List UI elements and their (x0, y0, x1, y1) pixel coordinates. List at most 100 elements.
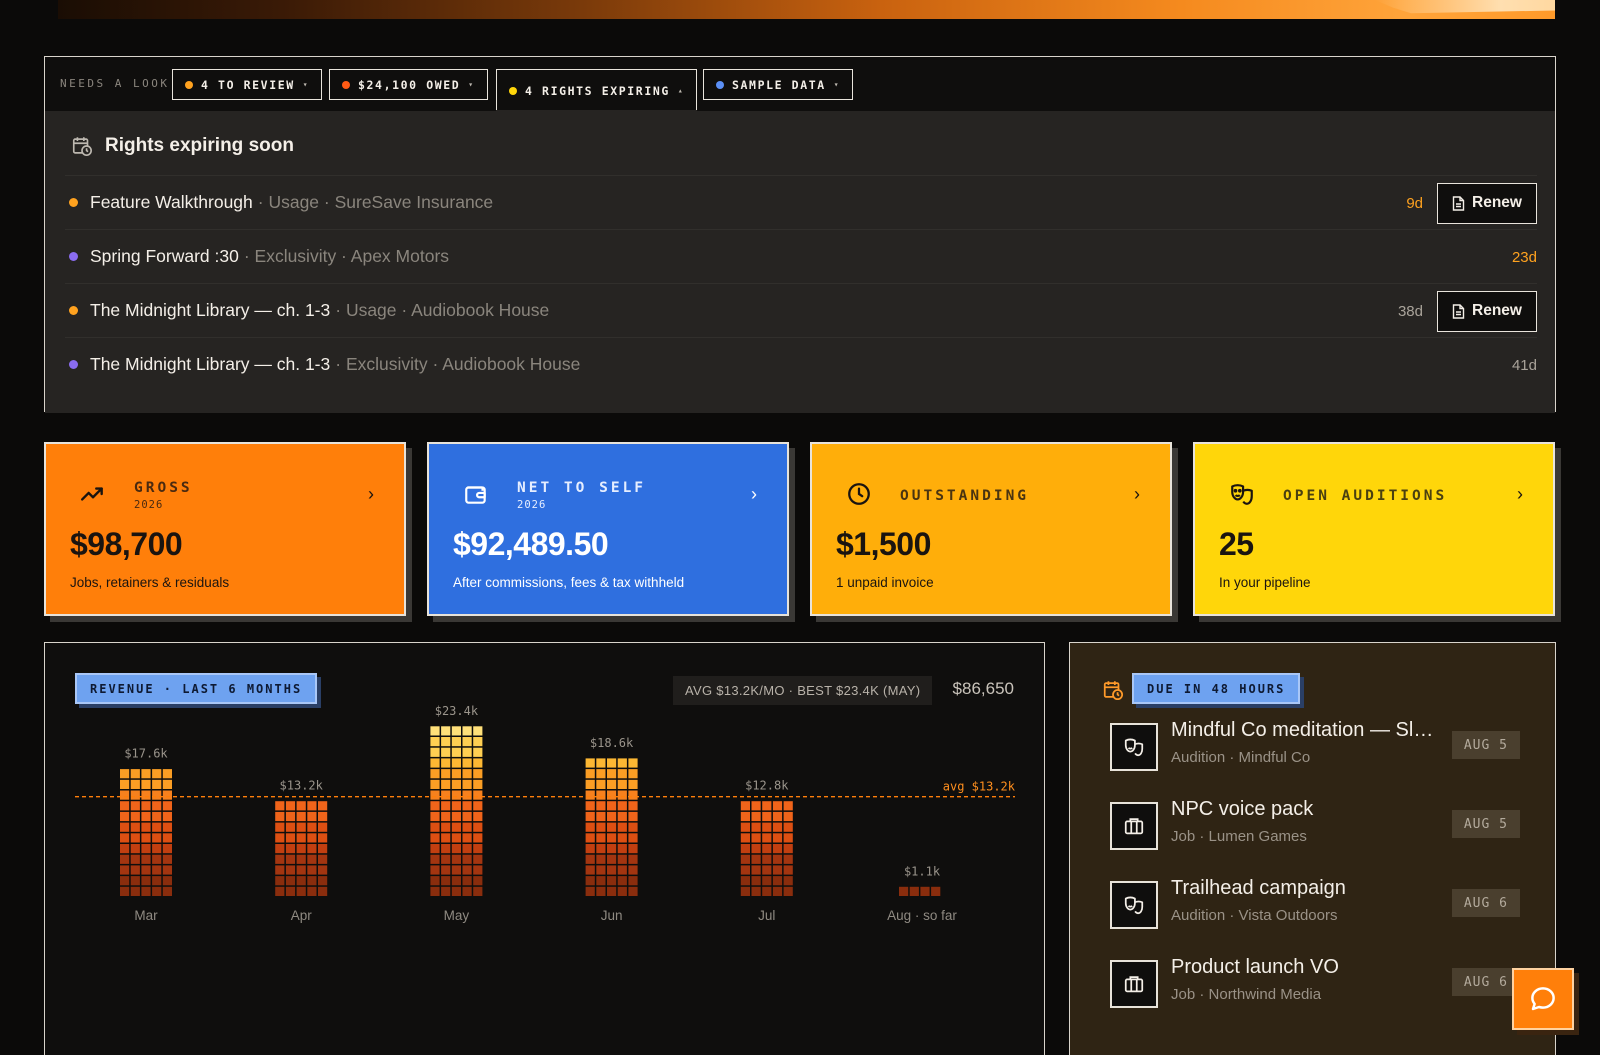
bar-block (441, 886, 451, 896)
days-remaining: 38d (1397, 302, 1423, 320)
renew-label: Renew (1472, 302, 1522, 319)
due-date-badge: AUG 6 (1451, 968, 1520, 996)
bar-block (473, 822, 483, 832)
bar-block (285, 865, 296, 875)
due-item[interactable]: Mindful Co meditation — Sleep series Aud… (1110, 713, 1520, 777)
card-year: 2026 (134, 499, 164, 511)
due-item[interactable]: Trailhead campaign Audition · Vista Outd… (1110, 871, 1520, 935)
bar-mar[interactable] (120, 769, 172, 896)
bar-block (130, 779, 140, 789)
list-item[interactable]: The Midnight Library — ch. 1-3 · Usage ·… (65, 283, 1537, 337)
bar-block (318, 876, 328, 886)
bar-block (120, 886, 130, 896)
renew-button[interactable]: Renew (1437, 290, 1537, 332)
bar-block (462, 747, 472, 757)
net-to-self-card[interactable]: NET TO SELF 2026 › $92,489.50 After comm… (427, 442, 789, 616)
bar-block (141, 769, 151, 779)
bar-apr[interactable] (275, 801, 328, 896)
bar-block (740, 811, 750, 822)
bar-block (762, 844, 772, 854)
bar-block (152, 822, 162, 832)
bar-block (318, 844, 328, 854)
bar-block (585, 758, 595, 768)
bar-block (451, 758, 461, 768)
theater-masks-icon (1110, 723, 1158, 771)
bar-block (740, 844, 750, 854)
bar-block (473, 747, 483, 757)
gross-card[interactable]: GROSS 2026 › $98,700 Jobs, retainers & r… (44, 442, 406, 616)
bar-block (931, 886, 941, 896)
bar-block (162, 854, 172, 864)
bar-block (617, 844, 627, 854)
bar-block (307, 844, 317, 854)
list-item[interactable]: Feature Walkthrough · Usage · SureSave I… (65, 175, 1537, 229)
bar-block (596, 876, 606, 886)
bar-block (307, 876, 317, 886)
bar-block (430, 779, 440, 789)
bar-block (130, 886, 140, 896)
due-subtitle: Job · Lumen Games (1171, 828, 1307, 845)
due-date-badge: AUG 5 (1451, 810, 1520, 838)
due-item[interactable]: Product launch VO Job · Northwind Media … (1110, 950, 1520, 1014)
due-item[interactable]: NPC voice pack Job · Lumen Games AUG 5 (1110, 792, 1520, 856)
chip-owed[interactable]: $24,100 OWED ▾ (329, 69, 488, 100)
bar-block (441, 769, 451, 779)
bar-block (162, 811, 172, 822)
bar-aug-so-far[interactable] (899, 886, 941, 896)
bar-block (751, 886, 761, 896)
bar-block (585, 811, 595, 822)
chat-button[interactable] (1512, 968, 1574, 1030)
bar-block (152, 769, 162, 779)
bar-block (585, 876, 595, 886)
chip-to-review[interactable]: 4 TO REVIEW ▾ (172, 69, 323, 100)
bar-block (783, 844, 793, 854)
briefcase-icon (1110, 802, 1158, 850)
bar-block (762, 854, 772, 864)
bar-block (899, 886, 909, 896)
bar-block (740, 833, 750, 843)
bar-block (783, 822, 793, 832)
bar-block (162, 886, 172, 896)
bar-block (772, 865, 783, 875)
bar-block (130, 844, 140, 854)
chip-label: $24,100 OWED (358, 77, 461, 92)
due-subtitle: Job · Northwind Media (1171, 986, 1322, 1003)
bar-block (762, 811, 772, 822)
chip-label: 4 TO REVIEW (201, 77, 295, 92)
bar-jul[interactable] (740, 801, 793, 896)
bar-may[interactable] (430, 726, 483, 896)
bar-block (318, 822, 328, 832)
bar-block (473, 726, 483, 736)
bar-block (451, 811, 461, 822)
bar-block (162, 769, 172, 779)
bar-block (628, 790, 638, 800)
bar-block (441, 865, 451, 875)
card-note: 1 unpaid invoice (836, 575, 934, 590)
chip-label: SAMPLE DATA (732, 77, 826, 92)
bar-jun[interactable] (585, 758, 638, 896)
status-dot-icon (69, 360, 78, 369)
bar-block (120, 811, 130, 822)
list-item[interactable]: The Midnight Library — ch. 1-3 · Exclusi… (65, 337, 1537, 391)
bar-block (740, 876, 750, 886)
outstanding-card[interactable]: OUTSTANDING › $1,500 1 unpaid invoice (810, 442, 1172, 616)
open-auditions-card[interactable]: OPEN AUDITIONS › 25 In your pipeline (1193, 442, 1555, 616)
list-item[interactable]: Spring Forward :30 · Exclusivity · Apex … (65, 229, 1537, 283)
bar-block (473, 737, 483, 747)
bar-block (473, 758, 483, 768)
chevron-up-icon: ▴ (677, 86, 685, 95)
section-heading: Rights expiring soon (71, 135, 294, 157)
chip-rights-expiring[interactable]: 4 RIGHTS EXPIRING ▴ (496, 69, 698, 111)
chip-sample-data[interactable]: SAMPLE DATA ▾ (703, 69, 854, 100)
renew-button[interactable]: Renew (1437, 182, 1537, 224)
bar-block (751, 876, 761, 886)
bar-block (120, 801, 130, 811)
bar-block (162, 790, 172, 800)
banner-artwork (58, 0, 1555, 19)
bar-block (451, 833, 461, 843)
bar-block (740, 822, 750, 832)
calendar-clock-icon (71, 135, 93, 157)
bar-block (628, 801, 638, 811)
due-subtitle: Audition · Vista Outdoors (1171, 907, 1338, 924)
bar-block (430, 844, 440, 854)
